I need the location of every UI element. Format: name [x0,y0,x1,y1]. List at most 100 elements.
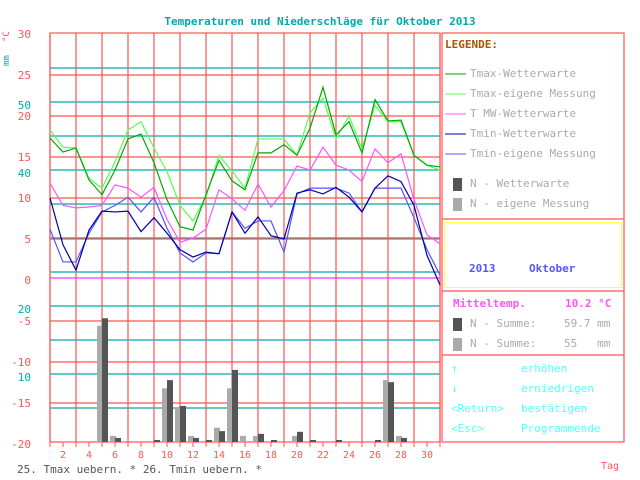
bar-rain-ww [219,431,225,442]
chart-title: Temperaturen und Niederschläge für Oktob… [164,15,476,28]
mean-temp-label: Mitteltemp. [453,297,526,310]
series-line-tmin-eigene-messung [49,187,441,276]
x-tick-label: 16 [238,450,252,461]
bar-rain-ww [258,433,264,442]
bar-rain-ww [193,437,199,442]
legend-label-tmax-own: Tmax-eigene Messung [470,87,596,100]
temp-tick-label: -10 [11,356,31,369]
bar-rain-ww [375,439,381,442]
x-tick-label: 28 [394,450,408,461]
series-line-tmax-wetterwarte [49,85,441,231]
bar-rain-own [396,435,402,442]
bar-rain-ww [336,439,342,442]
legend-swatch-bar [453,318,462,331]
rain-tick-label: 20 [17,303,31,316]
bar-rain-ww [297,431,303,442]
temp-tick-label: 5 [24,233,31,246]
footer-status: 25. Tmax uebern. * 26. Tmin uebern. * [17,463,263,476]
x-tick-label: 20 [290,450,304,461]
bar-rain-ww [310,439,316,442]
bar-rain-own [240,435,246,442]
key-up-action: erhöhen [521,362,568,375]
bar-rain-own [214,427,220,442]
legend-heading: LEGENDE: [445,38,498,51]
bar-rain-own [97,325,103,442]
bar-rain-own [253,435,259,442]
bar-rain-own [162,388,168,442]
x-tick-label: 10 [160,450,174,461]
temp-tick-label: 25 [17,69,31,82]
temp-tick-label: 0 [24,274,31,287]
x-axis-label: Tag [601,461,620,472]
legend-swatch-bar [453,178,462,191]
x-tick-label: 18 [264,450,278,461]
mean-temp-value: 10.2 °C [565,297,612,310]
x-tick-label: 2 [59,450,67,461]
x-tick-label: 24 [342,450,356,461]
x-tick-label: 30 [420,450,434,461]
bar-rain-ww [154,439,160,442]
bar-rain-ww [180,405,186,442]
temp-tick-label: 30 [17,28,31,41]
rain-tick-label: 50 [17,99,31,112]
key-esc-action: Programmende [521,422,601,435]
legend-label-rain-own: N - eigene Messung [470,197,590,210]
key-down-action: erniedrigen [521,382,594,395]
period-month: Oktober [529,262,576,275]
bar-rain-ww [102,318,108,442]
key-esc[interactable]: <Esc> [451,422,485,435]
temp-unit-label: °C [2,31,12,42]
x-tick-label: 26 [368,450,382,461]
temp-tick-label: 20 [17,110,31,123]
x-tick-label: 22 [316,450,330,461]
temp-tick-label: -5 [17,315,31,328]
bar-rain-own [188,435,194,442]
x-tick-label: 8 [137,450,145,461]
rain-unit-label: mm [2,55,12,66]
rain-sum-ww-label: N - Summe: [470,317,537,330]
bar-rain-own [292,435,298,442]
key-return[interactable]: <Return> [451,402,504,415]
period-box [444,222,622,288]
rain-sum-own-label: N - Summe: [470,337,537,350]
series-line-tmin-wetterwarte [49,175,441,286]
legend-label-tmin-ww: Tmin-Wetterwarte [470,127,576,140]
key-up[interactable]: ↑ [451,362,458,375]
bar-rain-own [227,388,233,442]
key-down[interactable]: ↓ [451,382,458,395]
rain-sum-own-value: 55 mm [564,337,611,350]
legend-label-tmax-ww: Tmax-Wetterwarte [470,67,576,80]
bar-rain-ww [401,437,407,442]
legend-swatch-bar [453,338,462,351]
temp-tick-label: -20 [11,438,31,451]
legend-label-rain-ww: N - Wetterwarte [470,177,570,190]
bar-rain-ww [271,439,277,442]
key-return-action: bestätigen [521,402,588,415]
bar-rain-ww [167,380,173,442]
bar-rain-ww [232,369,238,442]
bar-rain-ww [115,437,121,442]
rain-tick-label: 40 [17,167,31,180]
bar-rain-own [175,408,181,442]
legend-label-tmw-ww: T MW-Wetterwarte [470,107,576,120]
temp-tick-label: 10 [17,192,31,205]
x-tick-label: 12 [186,450,200,461]
rain-sum-ww-value: 59.7 mm [564,317,611,330]
temp-tick-label: 15 [17,151,31,164]
legend-label-tmin-own: Tmin-eigene Messung [470,147,596,160]
legend-swatch-bar [453,198,462,211]
x-tick-label: 14 [212,450,226,461]
legend-panel [441,32,625,443]
bar-rain-own [383,380,389,442]
bar-rain-ww [388,382,394,442]
bar-rain-own [110,435,116,442]
series-line-t-mw-wetterwarte [49,146,441,245]
temp-tick-label: -15 [11,397,31,410]
period-year: 2013 [469,262,496,275]
x-tick-label: 6 [111,450,119,461]
bar-rain-ww [206,439,212,442]
x-tick-label: 4 [85,450,93,461]
rain-tick-label: 10 [17,371,31,384]
